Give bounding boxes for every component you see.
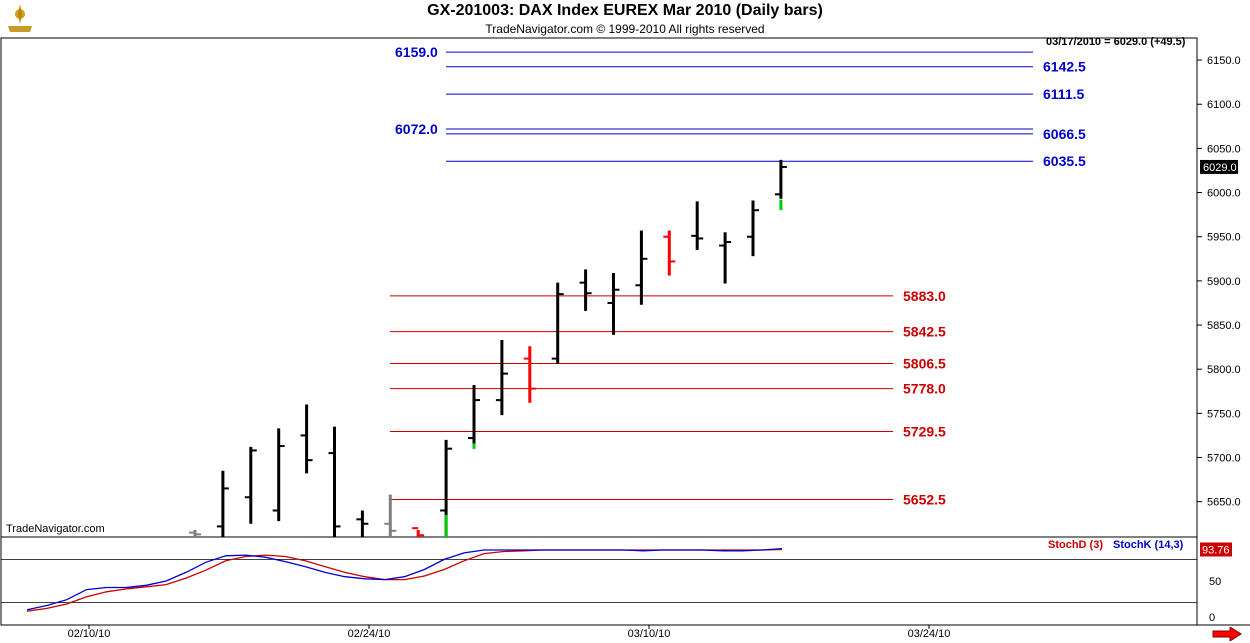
brand-watermark: TradeNavigator.com — [6, 523, 105, 535]
support-line-label: 5778.0 — [903, 381, 946, 397]
compass-icon-base — [8, 26, 32, 32]
support-line-label: 5806.5 — [903, 355, 946, 371]
support-line-label: 5883.0 — [903, 288, 946, 304]
stochastic-y-tick-label: 50 — [1209, 576, 1221, 588]
y-axis-tick-label: 5750.0 — [1207, 408, 1241, 420]
last-price-box — [1200, 159, 1238, 174]
y-axis-tick-label: 5950.0 — [1207, 232, 1241, 244]
support-line-label: 5652.5 — [903, 491, 946, 507]
y-axis-tick-label: 6000.0 — [1207, 188, 1241, 200]
y-axis-tick-label: 6100.0 — [1207, 99, 1241, 111]
y-axis-tick-label: 5650.0 — [1207, 497, 1241, 509]
last-price-label: 6029.0 — [1203, 162, 1237, 174]
resistance-line-label: 6066.5 — [1043, 126, 1086, 142]
y-axis-tick-label: 5800.0 — [1207, 364, 1241, 376]
stochastic-last-value-label: 93.76 — [1202, 544, 1230, 556]
support-line-label: 5729.5 — [903, 423, 946, 439]
legend-stoch-k: StochK (14,3) — [1113, 539, 1184, 551]
support-line-label: 5842.5 — [903, 324, 946, 340]
chart-title: GX-201003: DAX Index EUREX Mar 2010 (Dai… — [427, 2, 823, 19]
stochastic-last-value-box — [1200, 542, 1232, 557]
resistance-line-label: 6035.5 — [1043, 153, 1086, 169]
stoch-k-line — [26, 547, 783, 611]
price-readout: 03/17/2010 = 6029.0 (+49.5) — [1046, 36, 1186, 48]
trade-navigator-logo[interactable] — [4, 2, 36, 34]
resistance-line-label: 6142.5 — [1043, 59, 1086, 75]
y-axis-tick-label: 6050.0 — [1207, 143, 1241, 155]
x-axis-tick-label: 03/24/10 — [908, 628, 951, 640]
scroll-right-arrow-icon[interactable] — [1212, 627, 1242, 641]
compass-icon-needle — [18, 4, 22, 24]
x-axis-tick-label: 02/10/10 — [68, 628, 111, 640]
x-axis-tick-label: 02/24/10 — [348, 628, 391, 640]
legend-stoch-d: StochD (3) — [1048, 539, 1103, 551]
resistance-line-label: 6159.0 — [395, 44, 438, 60]
y-axis-tick-label: 5850.0 — [1207, 320, 1241, 332]
stochastic-y-tick-label: 0 — [1209, 612, 1215, 624]
y-axis-tick-label: 5700.0 — [1207, 453, 1241, 465]
stoch-d-line — [26, 548, 783, 612]
price-pane-frame — [0, 37, 1198, 538]
copyright-text: TradeNavigator.com © 1999-2010 All right… — [485, 22, 765, 36]
resistance-line-label: 6072.0 — [395, 121, 438, 137]
y-axis-tick-label: 5900.0 — [1207, 276, 1241, 288]
resistance-line-label: 6111.5 — [1043, 86, 1084, 102]
x-axis-tick-label: 03/10/10 — [628, 628, 671, 640]
y-axis-tick-label: 6150.0 — [1207, 55, 1241, 67]
